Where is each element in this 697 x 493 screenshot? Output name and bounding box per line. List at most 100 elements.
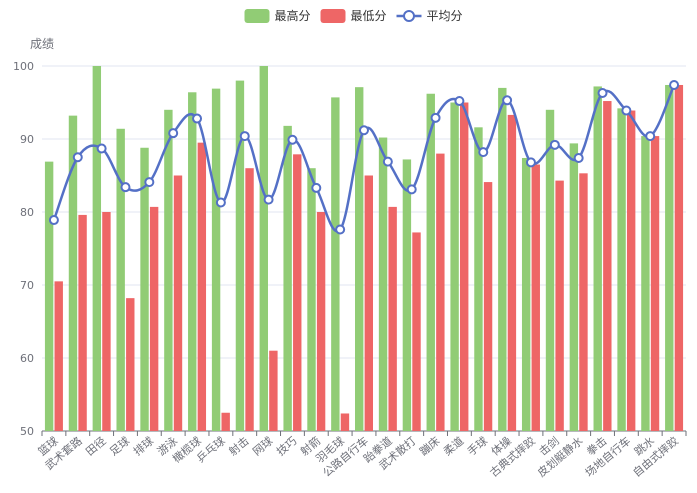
x-tick-label: 技巧 xyxy=(274,434,299,458)
bar-最低分-橄榄球 xyxy=(197,142,207,431)
point-平均分-古典式摔跤 xyxy=(525,157,536,168)
bar-最低分-田径 xyxy=(102,212,111,431)
bar-最高分-皮划艇静水 xyxy=(569,143,579,431)
bar-最低分-射箭 xyxy=(316,212,326,431)
legend-item-平均分: 平均分 xyxy=(396,9,463,23)
bar-最低分-公路自行车 xyxy=(364,175,373,431)
point-平均分-手球 xyxy=(478,147,489,158)
x-tick-label: 手球 xyxy=(464,434,490,459)
legend-swatch xyxy=(320,9,346,23)
bar-最高分-体操 xyxy=(498,87,507,432)
point-平均分-篮球 xyxy=(48,215,59,226)
legend-label: 最高分 xyxy=(275,8,311,23)
y-axis-title: 成绩 xyxy=(30,37,54,51)
bar-最低分-武术套路 xyxy=(78,214,87,431)
point-平均分-柔道 xyxy=(454,96,465,107)
bar-最低分-击剑 xyxy=(555,180,564,431)
point-平均分-皮划艇静水 xyxy=(573,152,584,163)
y-tick-label: 100 xyxy=(13,60,34,73)
point-平均分-武术套路 xyxy=(72,152,83,163)
bar-最低分-羽毛球 xyxy=(340,413,350,431)
legend-label: 最低分 xyxy=(351,9,387,23)
bar-最低分-射击 xyxy=(245,168,254,431)
bar-最高分-橄榄球 xyxy=(188,92,197,431)
bar-最高分-拳击 xyxy=(593,86,602,431)
bar-最低分-拳击 xyxy=(603,101,612,431)
point-平均分-蹦床 xyxy=(430,112,441,123)
line-平均分 xyxy=(52,84,676,233)
x-tick-label: 网球 xyxy=(250,434,276,459)
bar-最高分-田径 xyxy=(92,66,102,431)
bar-最高分-射箭 xyxy=(307,168,316,431)
y-tick-label: 60 xyxy=(20,352,34,365)
bar-最低分-乒乓球 xyxy=(221,412,230,431)
bar-最高分-手球 xyxy=(474,127,483,431)
bar-最高分-公路自行车 xyxy=(355,87,364,432)
bar-最低分-柔道 xyxy=(460,102,469,431)
point-平均分-跆拳道 xyxy=(382,156,393,167)
bar-最低分-技巧 xyxy=(293,154,302,431)
point-平均分-体操 xyxy=(502,95,513,106)
x-tick-label: 射击 xyxy=(226,434,252,459)
bar-最高分-排球 xyxy=(140,147,149,431)
bar-最低分-蹦床 xyxy=(436,153,445,431)
point-平均分-乒乓球 xyxy=(215,197,226,208)
legend: 最高分 最低分 平均分 xyxy=(244,8,463,23)
y-tick-label: 50 xyxy=(20,425,34,438)
point-平均分-拳击 xyxy=(597,88,608,99)
point-平均分-场地自行车 xyxy=(621,105,632,116)
bars xyxy=(44,66,684,432)
point-平均分-网球 xyxy=(263,194,274,205)
bar-最高分-跆拳道 xyxy=(378,137,388,432)
bar-最高分-柔道 xyxy=(450,102,459,431)
bar-最高分-乒乓球 xyxy=(211,88,221,431)
point-平均分-射击 xyxy=(239,131,250,142)
bar-最高分-场地自行车 xyxy=(617,108,626,431)
point-平均分-羽毛球 xyxy=(335,224,346,235)
bar-最低分-场地自行车 xyxy=(626,110,636,431)
bar-最低分-跆拳道 xyxy=(388,206,397,431)
x-tick-label: 排球 xyxy=(130,434,156,459)
bar-最高分-射击 xyxy=(235,80,245,431)
y-tick-label: 70 xyxy=(20,279,34,292)
bar-最低分-游泳 xyxy=(173,175,183,431)
legend-label: 平均分 xyxy=(427,9,463,23)
bar-最高分-羽毛球 xyxy=(331,97,340,431)
point-平均分-击剑 xyxy=(549,139,560,150)
point-平均分-武术散打 xyxy=(406,184,417,195)
bar-最低分-手球 xyxy=(483,182,493,431)
x-tick-label: 柔道 xyxy=(440,434,466,459)
point-平均分-跳水 xyxy=(645,131,656,142)
bar-最低分-跳水 xyxy=(650,136,660,431)
bar-最低分-足球 xyxy=(126,298,135,431)
bar-最高分-古典式摔跤 xyxy=(521,157,531,432)
point-平均分-公路自行车 xyxy=(359,125,369,136)
bar-最低分-排球 xyxy=(149,206,159,431)
bar-最高分-游泳 xyxy=(164,109,173,432)
point-平均分-自由式摔跤 xyxy=(669,79,680,90)
point-平均分-技巧 xyxy=(287,134,298,145)
bar-最高分-跳水 xyxy=(641,136,650,431)
x-tick-label: 田径 xyxy=(83,434,108,458)
bar-最低分-篮球 xyxy=(54,281,63,431)
bar-最高分-篮球 xyxy=(44,161,54,431)
point-平均分-游泳 xyxy=(168,128,179,139)
y-tick-label: 80 xyxy=(20,206,34,219)
bar-最低分-武术散打 xyxy=(412,232,421,431)
bar-最高分-蹦床 xyxy=(426,93,435,432)
bar-最高分-足球 xyxy=(116,128,125,431)
bar-最低分-古典式摔跤 xyxy=(531,164,540,432)
point-平均分-橄榄球 xyxy=(192,113,203,124)
legend-item-最高分: 最高分 xyxy=(244,8,311,23)
bar-最低分-体操 xyxy=(507,114,517,431)
bar-最高分-武术散打 xyxy=(402,159,412,431)
x-tick-label: 足球 xyxy=(107,434,133,459)
point-平均分-足球 xyxy=(120,182,131,193)
bar-最高分-网球 xyxy=(259,66,268,431)
point-平均分-射箭 xyxy=(311,182,322,193)
bar-最高分-自由式摔跤 xyxy=(665,84,674,431)
x-tick-label: 蹦床 xyxy=(417,434,443,459)
point-平均分-田径 xyxy=(96,143,107,154)
